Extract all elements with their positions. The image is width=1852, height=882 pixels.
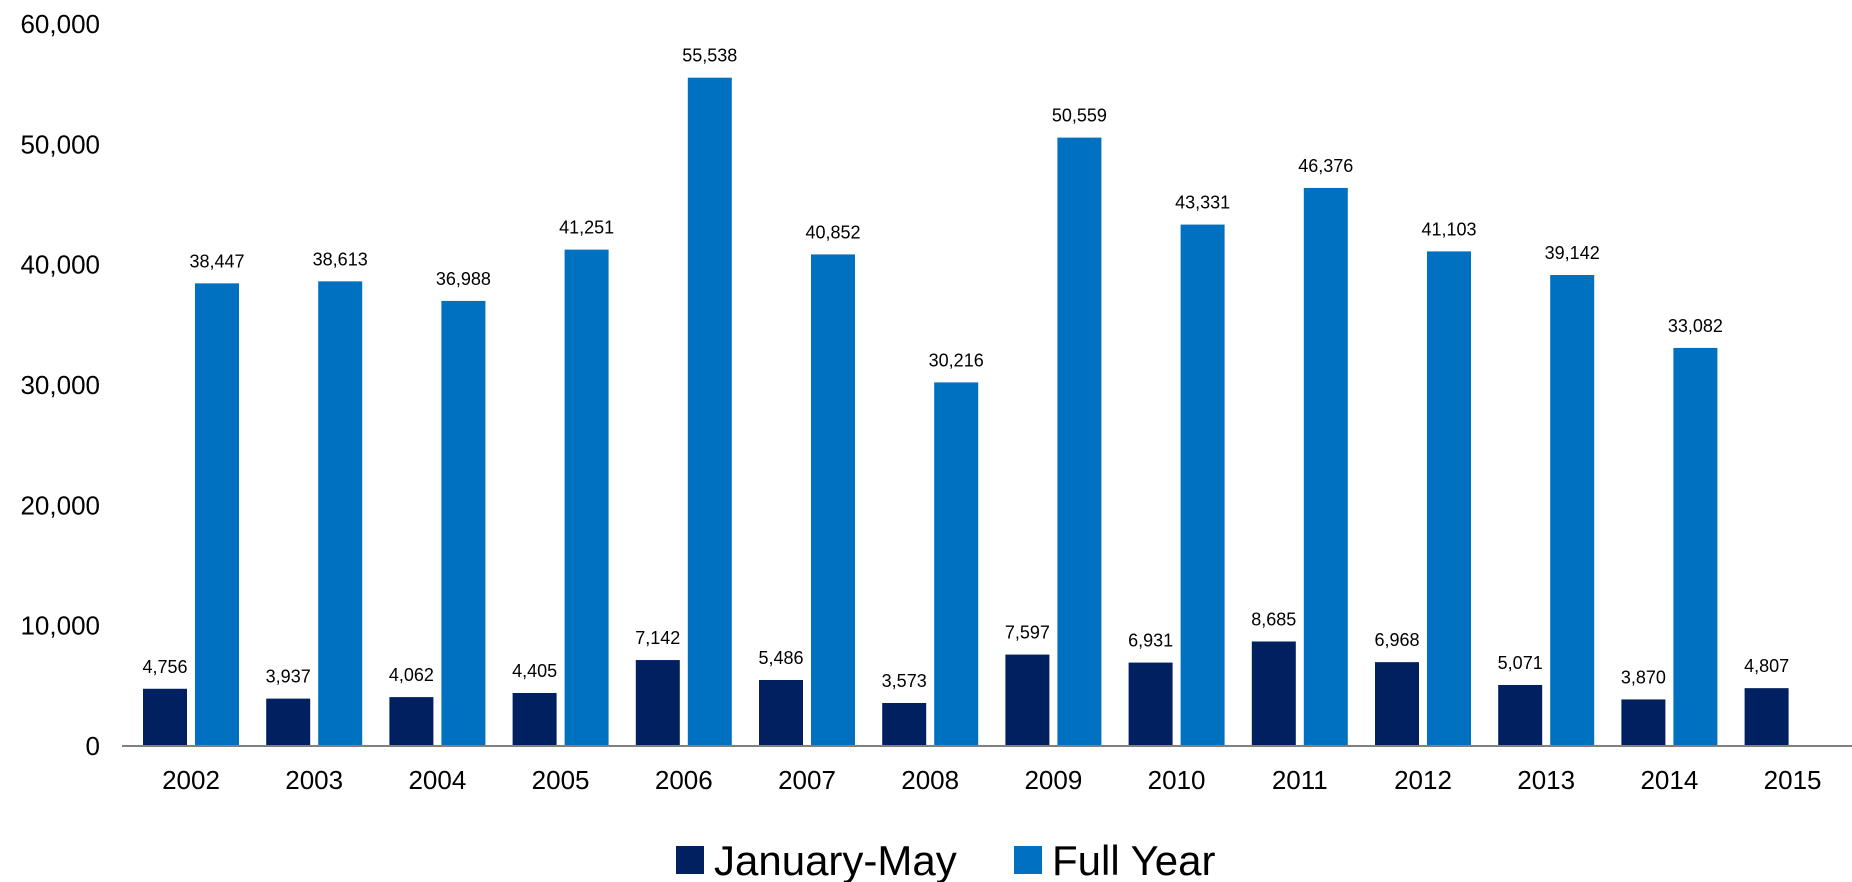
bar-full-year xyxy=(441,300,486,746)
bar-full-year xyxy=(1427,251,1471,746)
bar-january-may xyxy=(1375,662,1419,746)
data-label: 7,597 xyxy=(1005,623,1050,643)
bar-january-may xyxy=(1005,654,1050,746)
data-label: 3,573 xyxy=(882,671,927,691)
bar-january-may xyxy=(1128,662,1173,746)
data-label: 4,807 xyxy=(1744,656,1789,676)
x-tick-label: 2013 xyxy=(1517,765,1575,795)
x-tick-label: 2005 xyxy=(532,765,590,795)
bar-full-year xyxy=(564,249,609,746)
data-label: 4,405 xyxy=(512,661,557,681)
data-label: 41,103 xyxy=(1421,219,1476,239)
data-label: 5,486 xyxy=(758,648,803,668)
x-tick-label: 2010 xyxy=(1148,765,1206,795)
bar-full-year xyxy=(1673,347,1718,746)
data-label: 39,142 xyxy=(1545,243,1600,263)
y-axis: 0 10,000 20,000 30,000 40,000 50,000 60,000 xyxy=(20,9,100,761)
bar-full-year xyxy=(1550,274,1595,746)
x-tick-label: 2008 xyxy=(901,765,959,795)
y-tick-label: 30,000 xyxy=(20,370,100,400)
data-label: 55,538 xyxy=(682,46,737,66)
bar-january-may xyxy=(143,688,187,746)
bar-january-may xyxy=(1744,688,1789,746)
bar-full-year xyxy=(1057,137,1102,747)
bar-january-may xyxy=(759,679,803,746)
data-label: 41,251 xyxy=(559,218,614,238)
bar-january-may xyxy=(512,692,557,746)
y-tick-label: 50,000 xyxy=(20,129,100,159)
bar-full-year xyxy=(687,77,732,746)
data-label: 38,447 xyxy=(189,251,244,271)
y-tick-label: 10,000 xyxy=(20,611,100,641)
bar-january-may xyxy=(1251,641,1296,746)
data-label: 4,756 xyxy=(142,657,187,677)
y-tick-label: 60,000 xyxy=(20,9,100,39)
x-tick-label: 2006 xyxy=(655,765,713,795)
data-label: 4,062 xyxy=(389,665,434,685)
x-tick-label: 2007 xyxy=(778,765,836,795)
data-labels: 4,756 38,447 3,937 38,613 4,062 36,988 4,405 41… xyxy=(142,46,1789,691)
x-tick-label: 2004 xyxy=(408,765,466,795)
data-label: 7,142 xyxy=(635,628,680,648)
legend-swatch-january-may xyxy=(676,846,704,874)
y-tick-label: 20,000 xyxy=(20,490,100,520)
y-tick-label: 0 xyxy=(86,731,100,761)
data-label: 43,331 xyxy=(1175,193,1230,213)
data-label: 40,852 xyxy=(805,222,860,242)
bar-january-may xyxy=(389,697,434,746)
x-tick-label: 2012 xyxy=(1394,765,1452,795)
data-label: 38,613 xyxy=(313,249,368,269)
legend-swatch-full-year xyxy=(1014,846,1042,874)
legend-label-january-may: January-May xyxy=(714,837,957,882)
y-tick-label: 40,000 xyxy=(20,250,100,280)
data-label: 8,685 xyxy=(1251,609,1296,629)
x-tick-label: 2009 xyxy=(1024,765,1082,795)
x-axis: 2002 2003 2004 2005 2006 2007 2008 2009 2010 2011… xyxy=(162,765,1821,795)
data-label: 3,870 xyxy=(1621,667,1666,687)
bar-full-year xyxy=(195,283,239,746)
legend-label-full-year: Full Year xyxy=(1052,837,1215,882)
x-tick-label: 2014 xyxy=(1640,765,1698,795)
data-label: 36,988 xyxy=(436,269,491,289)
data-label: 30,216 xyxy=(929,350,984,370)
bar-full-year xyxy=(318,281,363,746)
bar-january-may xyxy=(266,698,311,746)
bars xyxy=(143,77,1789,747)
bar-january-may xyxy=(882,703,927,746)
x-tick-label: 2011 xyxy=(1272,765,1328,795)
data-label: 3,937 xyxy=(266,667,311,687)
x-tick-label: 2003 xyxy=(285,765,343,795)
bar-january-may xyxy=(1621,699,1666,746)
x-tick-label: 2015 xyxy=(1764,765,1822,795)
data-label: 6,968 xyxy=(1374,630,1419,650)
legend: January-May Full Year xyxy=(676,837,1215,882)
data-label: 46,376 xyxy=(1298,156,1353,176)
bar-full-year xyxy=(934,382,979,746)
data-label: 50,559 xyxy=(1052,106,1107,126)
data-label: 5,071 xyxy=(1498,653,1543,673)
bar-full-year xyxy=(1303,187,1348,746)
bar-january-may xyxy=(635,660,680,746)
bar-january-may xyxy=(1498,684,1543,746)
bar-full-year xyxy=(1180,224,1225,747)
x-tick-label: 2002 xyxy=(162,765,220,795)
data-label: 33,082 xyxy=(1668,316,1723,336)
data-label: 6,931 xyxy=(1128,631,1173,651)
bar-full-year xyxy=(811,254,855,747)
